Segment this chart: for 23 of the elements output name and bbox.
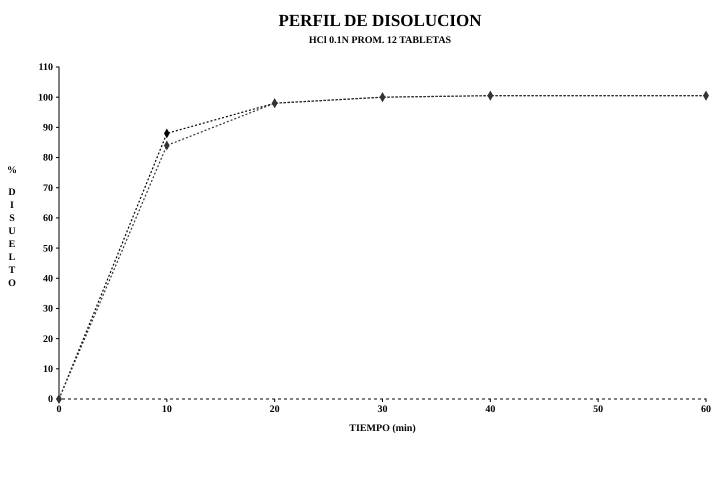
y-tick-label: 80 bbox=[43, 152, 53, 164]
x-axis-title: TIEMPO (min) bbox=[349, 423, 416, 434]
x-tick-label: 40 bbox=[485, 404, 496, 416]
y-tick-label: 0 bbox=[48, 394, 53, 406]
y-tick-label: 10 bbox=[43, 364, 53, 376]
y-tick-label: 70 bbox=[43, 182, 53, 194]
y-tick-label: 40 bbox=[43, 273, 53, 284]
y-tick-label: 90 bbox=[43, 122, 53, 134]
x-tick-label: 10 bbox=[162, 404, 172, 416]
chart-title: PERFIL DE DISOLUCION bbox=[278, 11, 482, 30]
text: % DISUELTO bbox=[7, 165, 17, 289]
y-tick-label: 60 bbox=[43, 213, 53, 224]
y-tick-label: 30 bbox=[43, 304, 53, 315]
y-tick-label: 20 bbox=[43, 334, 53, 345]
y-tick-label: 110 bbox=[38, 62, 53, 74]
x-tick-label: 20 bbox=[270, 404, 280, 416]
x-tick-label: 50 bbox=[593, 404, 604, 416]
x-tick-label: 30 bbox=[378, 404, 388, 416]
x-tick-label: 0 bbox=[56, 404, 62, 416]
y-tick-label: 50 bbox=[43, 243, 53, 254]
chart-subtitle: HCl 0.1N PROM. 12 TABLETAS bbox=[308, 35, 452, 46]
y-tick-label: 100 bbox=[38, 92, 53, 104]
x-tick-label: 60 bbox=[701, 404, 711, 416]
